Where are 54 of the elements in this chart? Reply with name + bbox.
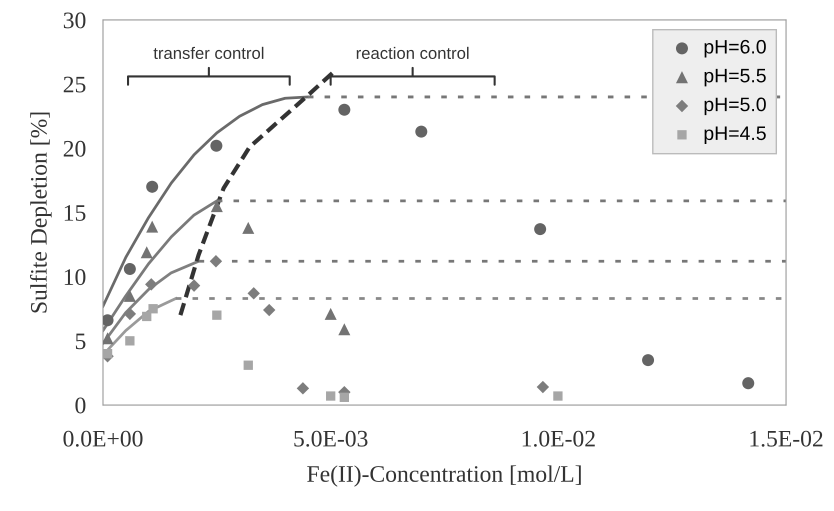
- point: [124, 262, 136, 275]
- y-tick-label: 5: [76, 334, 86, 350]
- point: [210, 255, 222, 268]
- point: [338, 323, 350, 336]
- point: [248, 287, 260, 300]
- y-tick-label: 0: [75, 398, 86, 414]
- x-tick-label: 1.5E-02: [750, 430, 822, 447]
- point: [296, 382, 310, 395]
- x-tick-label: 5.0E-03: [294, 430, 368, 447]
- point: [642, 354, 654, 366]
- point: [125, 336, 135, 346]
- annotation: reaction control: [356, 46, 469, 60]
- point: [244, 360, 253, 370]
- point: [142, 312, 152, 322]
- point: [212, 310, 222, 320]
- line-series: [103, 96, 310, 308]
- point: [146, 220, 158, 233]
- point: [534, 223, 546, 236]
- point: [146, 180, 158, 193]
- y-tick-label: 25: [64, 76, 86, 93]
- point: [124, 290, 136, 302]
- point: [210, 200, 223, 212]
- point: [148, 304, 158, 314]
- point: [103, 349, 112, 358]
- legend-label: pH=5.0: [704, 98, 766, 116]
- point: [338, 104, 350, 116]
- point: [536, 380, 550, 394]
- point: [415, 126, 428, 138]
- point: [262, 304, 276, 316]
- point: [742, 377, 754, 390]
- point: [326, 391, 336, 401]
- point: [103, 314, 114, 326]
- y-axis-title: Sulfite Depletion [%]: [30, 112, 52, 313]
- point: [324, 308, 337, 320]
- y-tick-label: 20: [64, 140, 86, 157]
- y-tick-label: 30: [64, 12, 86, 28]
- point: [188, 279, 200, 292]
- x-tick-label: 0.0E+00: [63, 430, 143, 447]
- x-axis-title: Fe(II)-Concentration [mol/L]: [307, 465, 581, 487]
- point: [340, 392, 349, 402]
- legend-label: pH=5.5: [704, 68, 766, 86]
- point: [103, 332, 114, 344]
- y-tick-label: 10: [64, 269, 86, 286]
- point: [145, 278, 158, 291]
- point: [140, 246, 153, 258]
- point: [210, 140, 222, 152]
- legend-label: pH=6.0: [704, 40, 766, 58]
- legend-label: pH=4.5: [704, 126, 766, 144]
- y-tick-label: 15: [64, 205, 86, 221]
- point: [242, 222, 254, 234]
- point: [553, 391, 563, 401]
- annotation: transfer control: [154, 46, 264, 60]
- point: [124, 308, 136, 320]
- x-tick-label: 1.0E-02: [522, 430, 595, 447]
